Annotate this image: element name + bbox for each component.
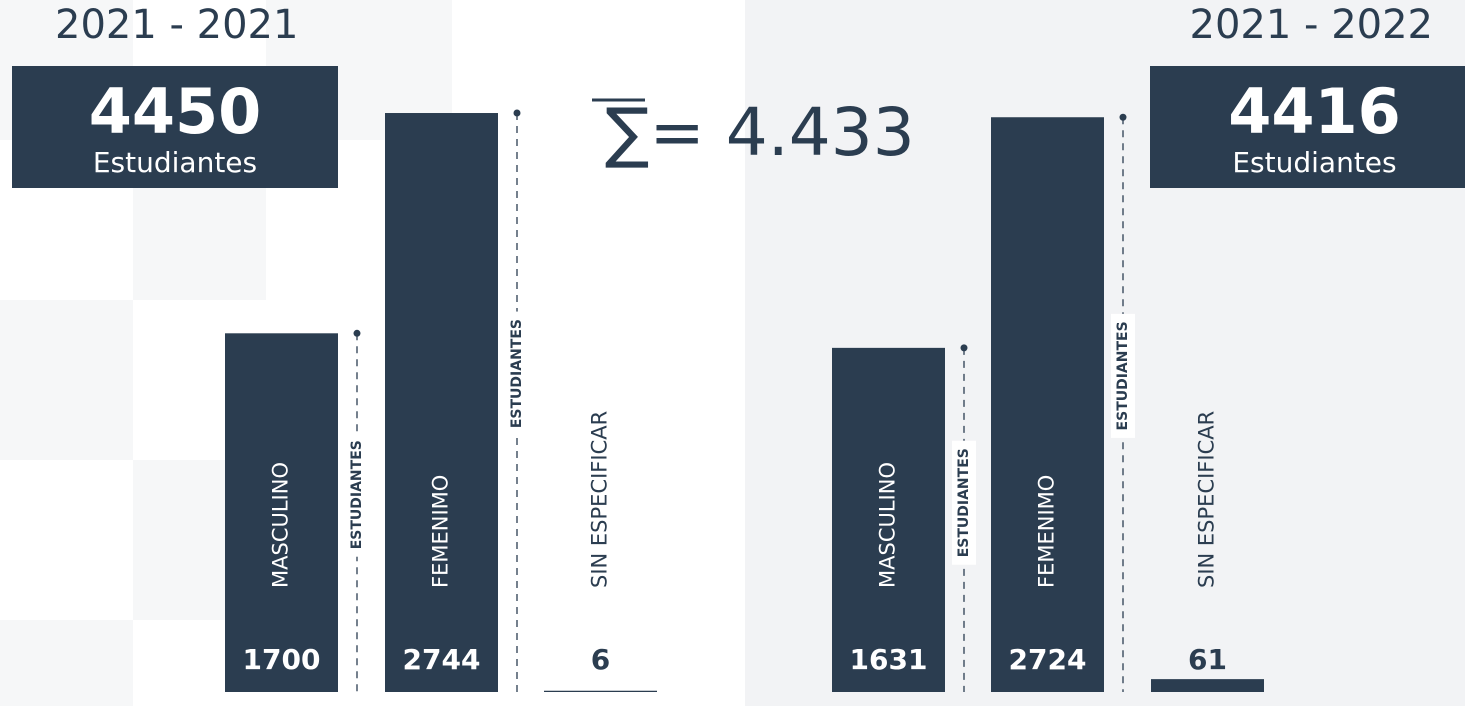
dot (960, 344, 968, 352)
category-label: FEMENIMO (1035, 475, 1059, 588)
total-value: 4416 (1228, 75, 1401, 148)
unit-label: ESTUDIANTES (509, 319, 525, 428)
bar (832, 347, 945, 692)
category-label: SIN ESPECIFICAR (588, 411, 612, 588)
total-box (12, 66, 338, 188)
bar (385, 113, 498, 693)
unit-label-bg (505, 311, 529, 436)
total-label: Estudiantes (1232, 146, 1396, 179)
unit-label: ESTUDIANTES (349, 440, 365, 549)
bar (991, 117, 1104, 692)
unit-label-bg (1111, 313, 1135, 438)
total-box (1150, 66, 1465, 188)
value-label: 6 (591, 643, 610, 676)
value-label: 1631 (850, 643, 928, 676)
category-label: FEMENIMO (429, 475, 453, 588)
category-label: MASCULINO (269, 462, 293, 588)
dot (353, 329, 361, 337)
annotation: ∑= 4.433 (605, 94, 915, 171)
dot (1119, 113, 1127, 121)
dot (513, 109, 521, 117)
value-label: 2724 (1009, 643, 1087, 676)
unit-label-bg (952, 440, 976, 565)
unit-label-bg (345, 432, 369, 557)
category-label: SIN ESPECIFICAR (1195, 411, 1219, 588)
unit-label: ESTUDIANTES (956, 448, 972, 557)
unit-label: ESTUDIANTES (1115, 321, 1131, 430)
total-value: 4450 (89, 75, 262, 148)
category-label: MASCULINO (876, 462, 900, 588)
chart-title: 2021 - 2021 (55, 2, 298, 48)
total-label: Estudiantes (93, 146, 257, 179)
chart-title: 2021 - 2022 (1190, 2, 1433, 48)
bar (1151, 679, 1264, 692)
value-label: 1700 (243, 643, 321, 676)
bar (544, 690, 657, 692)
value-label: 2744 (403, 643, 481, 676)
bar (225, 333, 338, 692)
value-label: 61 (1188, 643, 1227, 676)
